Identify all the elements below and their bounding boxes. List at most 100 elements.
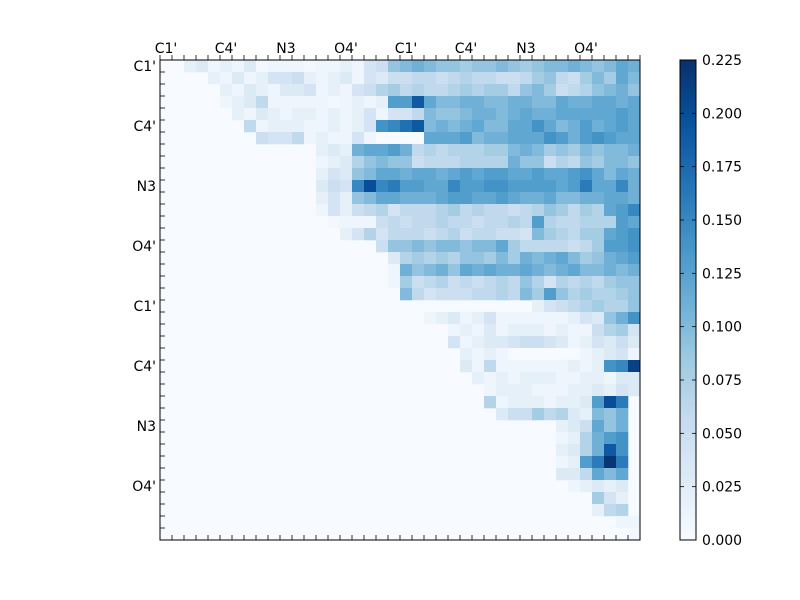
heatmap-cell bbox=[520, 60, 533, 73]
heatmap-cell bbox=[544, 360, 557, 373]
heatmap-cell bbox=[580, 120, 593, 133]
heatmap-cell bbox=[520, 348, 533, 361]
heatmap-cell bbox=[436, 132, 449, 145]
heatmap-cell bbox=[496, 72, 509, 85]
heatmap-cell bbox=[364, 60, 377, 73]
heatmap-cell bbox=[568, 348, 581, 361]
colorbar-tick-label: 0.050 bbox=[702, 426, 742, 442]
heatmap-cell bbox=[556, 204, 569, 217]
heatmap-cell bbox=[556, 468, 569, 481]
heatmap-cell bbox=[496, 84, 509, 97]
heatmap-cell bbox=[268, 108, 281, 121]
heatmap-cell bbox=[580, 168, 593, 181]
heatmap-cell bbox=[376, 132, 389, 145]
heatmap-cell bbox=[568, 288, 581, 301]
heatmap-cell bbox=[448, 264, 461, 277]
heatmap-cell bbox=[580, 372, 593, 385]
heatmap-cell bbox=[412, 108, 425, 121]
heatmap-cell bbox=[424, 120, 437, 133]
heatmap-cell bbox=[436, 180, 449, 193]
heatmap-cell bbox=[412, 84, 425, 97]
heatmap-cell bbox=[328, 72, 341, 85]
heatmap-cell bbox=[184, 60, 197, 73]
heatmap-cell bbox=[568, 216, 581, 229]
x-tick-label: C1' bbox=[155, 41, 178, 57]
heatmap-cell bbox=[448, 84, 461, 97]
heatmap-cell bbox=[484, 396, 497, 409]
heatmap-cell bbox=[388, 168, 401, 181]
heatmap-cell bbox=[616, 504, 629, 517]
heatmap-cell bbox=[580, 228, 593, 241]
heatmap-cell bbox=[496, 408, 509, 421]
heatmap-cell bbox=[628, 276, 641, 289]
heatmap-cell bbox=[604, 432, 617, 445]
heatmap-cell bbox=[472, 96, 485, 109]
heatmap-cell bbox=[484, 168, 497, 181]
heatmap-cell bbox=[340, 228, 353, 241]
heatmap-cell bbox=[316, 84, 329, 97]
heatmap-cell bbox=[556, 84, 569, 97]
heatmap-cell bbox=[424, 204, 437, 217]
heatmap-cell bbox=[340, 60, 353, 73]
heatmap-cell bbox=[532, 108, 545, 121]
heatmap-cell bbox=[544, 96, 557, 109]
heatmap-cell bbox=[388, 132, 401, 145]
heatmap-cell bbox=[424, 96, 437, 109]
heatmap-cell bbox=[484, 72, 497, 85]
heatmap-cell bbox=[568, 408, 581, 421]
heatmap-cell bbox=[364, 204, 377, 217]
heatmap-cell bbox=[496, 312, 509, 325]
heatmap-cell bbox=[460, 180, 473, 193]
heatmap-cell bbox=[292, 120, 305, 133]
x-tick-label: C4' bbox=[455, 41, 478, 57]
heatmap-cell bbox=[616, 372, 629, 385]
heatmap-cell bbox=[628, 252, 641, 265]
heatmap-cell bbox=[436, 240, 449, 253]
heatmap-cell bbox=[400, 108, 413, 121]
heatmap-cell bbox=[616, 72, 629, 85]
heatmap-cell bbox=[244, 72, 257, 85]
heatmap-cell bbox=[604, 276, 617, 289]
heatmap-cell bbox=[424, 288, 437, 301]
heatmap-cell bbox=[568, 336, 581, 349]
heatmap-cell bbox=[592, 300, 605, 313]
heatmap-cell bbox=[616, 168, 629, 181]
heatmap-cell bbox=[592, 312, 605, 325]
axis-ticks bbox=[159, 55, 641, 541]
heatmap-cell bbox=[580, 396, 593, 409]
heatmap-cell bbox=[412, 264, 425, 277]
heatmap-cell bbox=[328, 84, 341, 97]
heatmap-cell bbox=[352, 60, 365, 73]
heatmap-cell bbox=[388, 264, 401, 277]
heatmap-cell bbox=[592, 444, 605, 457]
heatmap-cell bbox=[316, 60, 329, 73]
heatmap-cell bbox=[256, 120, 269, 133]
heatmap-cell bbox=[604, 300, 617, 313]
heatmap-cell bbox=[616, 348, 629, 361]
heatmap-cell bbox=[256, 60, 269, 73]
heatmap-cell bbox=[592, 228, 605, 241]
heatmap-cell bbox=[304, 72, 317, 85]
heatmap-cell bbox=[556, 348, 569, 361]
heatmap-cell bbox=[556, 180, 569, 193]
heatmap-cell bbox=[532, 240, 545, 253]
heatmap-cell bbox=[400, 204, 413, 217]
heatmap-cell bbox=[352, 144, 365, 157]
heatmap-cell bbox=[292, 96, 305, 109]
heatmap-cell bbox=[604, 204, 617, 217]
heatmap-cell bbox=[496, 360, 509, 373]
heatmap-cell bbox=[352, 168, 365, 181]
heatmap-cell bbox=[580, 288, 593, 301]
heatmap-cell bbox=[628, 324, 641, 337]
heatmap-cell bbox=[304, 84, 317, 97]
heatmap-cell bbox=[556, 72, 569, 85]
heatmap-cell bbox=[340, 108, 353, 121]
heatmap-cell bbox=[388, 120, 401, 133]
heatmap-cell bbox=[508, 384, 521, 397]
heatmap-cell bbox=[508, 192, 521, 205]
y-tick-label: C1' bbox=[133, 299, 156, 315]
heatmap-cell bbox=[592, 288, 605, 301]
heatmap-cell bbox=[508, 216, 521, 229]
heatmap-cell bbox=[424, 168, 437, 181]
heatmap-cell bbox=[628, 372, 641, 385]
